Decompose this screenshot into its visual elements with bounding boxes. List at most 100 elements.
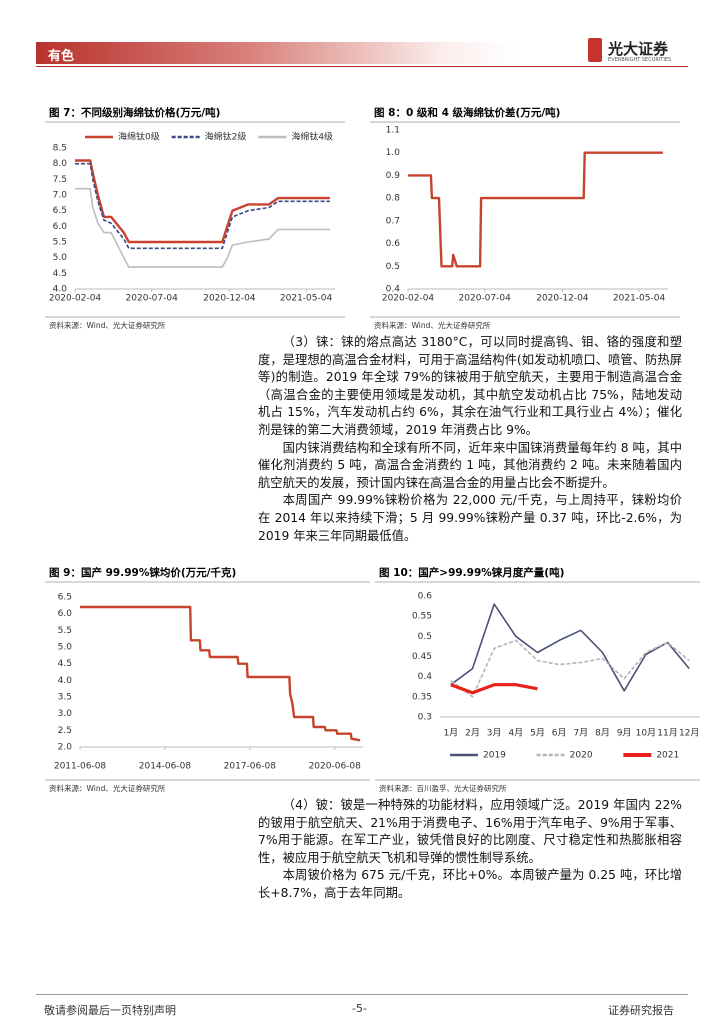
y-tick-label: 4.5 bbox=[58, 659, 72, 669]
x-tick-label: 12月 bbox=[679, 728, 699, 739]
source: 资料来源：Wind、光大证券研究所 bbox=[49, 320, 166, 330]
chart: 图 8：0 级和 4 级海绵钛价差(万元/吨) 资料来源：Wind、光大证券研究所… bbox=[370, 106, 680, 330]
series-line bbox=[75, 162, 330, 250]
source: 资料来源：Wind、光大证券研究所 bbox=[374, 320, 491, 330]
y-tick-label: 7.0 bbox=[53, 191, 68, 201]
chart: 图 10：国产>99.99%铼月度产量(吨) 资料来源：百川盈孚、光大证券研究所 0… bbox=[375, 566, 700, 793]
y-tick-label: 0.9 bbox=[386, 171, 401, 181]
x-tick-label: 9月 bbox=[617, 728, 632, 739]
x-tick-label: 4月 bbox=[508, 728, 523, 739]
y-tick-label: 6.5 bbox=[53, 206, 67, 216]
y-tick-label: 5.5 bbox=[58, 626, 72, 636]
series-line bbox=[450, 603, 690, 692]
x-tick-label: 8月 bbox=[595, 728, 610, 739]
x-tick-label: 2020-06-08 bbox=[309, 762, 362, 772]
legend-label: 海绵钛2级 bbox=[205, 131, 247, 143]
footer-right: 证券研究报告 bbox=[608, 1004, 674, 1017]
y-tick-label: 6.0 bbox=[53, 222, 68, 232]
paragraph: 国内铼消费结构和全球有所不同，近年来中国铼消费量每年约 8 吨，其中催化剂消费约… bbox=[258, 440, 682, 490]
footer-page: -5- bbox=[352, 1002, 367, 1015]
y-tick-label: 6.0 bbox=[58, 609, 73, 619]
text-block: （4）铍：铍是一种特殊的功能材料，应用领域广泛。2019 年国内 22%的铍用于… bbox=[258, 797, 682, 903]
header-rule bbox=[36, 66, 688, 67]
y-tick-label: 0.7 bbox=[386, 216, 400, 226]
chart-title: 图 9：国产 99.99%铼均价(万元/千克) bbox=[49, 566, 236, 579]
footer-left: 敬请参阅最后一页特别声明 bbox=[44, 1004, 176, 1017]
x-tick-label: 2020-07-04 bbox=[459, 294, 512, 304]
x-tick-label: 2021-05-04 bbox=[280, 294, 333, 304]
y-tick-label: 4.0 bbox=[53, 285, 68, 295]
y-tick-label: 5.5 bbox=[53, 238, 67, 248]
y-tick-label: 3.5 bbox=[58, 693, 72, 703]
header-band: 有色 bbox=[36, 42, 516, 64]
chart: 图 9：国产 99.99%铼均价(万元/千克) 资料来源：Wind、光大证券研究所… bbox=[45, 566, 370, 793]
y-tick-label: 5.0 bbox=[53, 253, 68, 263]
y-tick-label: 0.6 bbox=[418, 592, 433, 602]
section: 有色 bbox=[48, 49, 75, 64]
x-tick-label: 7月 bbox=[573, 728, 588, 739]
y-tick-label: 0.3 bbox=[418, 713, 432, 723]
y-tick-label: 0.45 bbox=[412, 652, 432, 662]
y-tick-label: 2.0 bbox=[58, 743, 73, 753]
y-tick-label: 0.55 bbox=[412, 612, 432, 622]
series-line bbox=[450, 639, 690, 698]
chart-title: 图 7：不同级别海绵钛价格(万元/吨) bbox=[49, 106, 220, 119]
y-tick-label: 4.5 bbox=[53, 269, 67, 279]
x-tick-label: 2020-12-04 bbox=[203, 294, 256, 304]
logo-text: 光大证券 bbox=[608, 40, 669, 58]
legend-label: 2021 bbox=[656, 751, 679, 761]
x-tick-label: 2017-06-08 bbox=[224, 762, 277, 772]
y-tick-label: 1.1 bbox=[386, 126, 400, 136]
series-line bbox=[75, 187, 330, 268]
y-tick-label: 6.5 bbox=[58, 593, 72, 603]
paragraph: 本周铍价格为 675 元/千克，环比+0%。本周铍产量为 0.25 吨，环比增长… bbox=[258, 868, 682, 900]
legend-label: 海绵钛4级 bbox=[291, 131, 333, 143]
logo-icon bbox=[588, 38, 602, 62]
x-tick-label: 2011-06-08 bbox=[54, 762, 107, 772]
y-tick-label: 4.0 bbox=[58, 676, 73, 686]
y-tick-label: 7.5 bbox=[53, 175, 67, 185]
y-tick-label: 0.35 bbox=[412, 692, 432, 702]
y-tick-label: 0.4 bbox=[418, 672, 433, 682]
x-tick-label: 3月 bbox=[487, 728, 502, 739]
y-tick-label: 5.0 bbox=[58, 643, 73, 653]
chart-title: 图 8：0 级和 4 级海绵钛价差(万元/吨) bbox=[374, 106, 560, 119]
y-tick-label: 3.0 bbox=[58, 709, 73, 719]
series-line bbox=[450, 683, 538, 695]
x-tick-label: 5月 bbox=[530, 728, 545, 739]
series-line bbox=[408, 151, 663, 268]
x-tick-label: 2020-02-04 bbox=[382, 294, 435, 304]
x-tick-label: 2014-06-08 bbox=[139, 762, 192, 772]
series-line bbox=[75, 159, 330, 244]
text-block: （3）铼：铼的熔点高达 3180°C，可以同时提高钨、钼、铬的强度和塑度，是理想… bbox=[258, 334, 682, 545]
source: 资料来源：百川盈孚、光大证券研究所 bbox=[379, 783, 507, 793]
y-tick-label: 0.4 bbox=[386, 285, 401, 295]
x-tick-label: 10月 bbox=[636, 728, 656, 739]
x-tick-label: 2021-05-04 bbox=[613, 294, 666, 304]
x-tick-label: 6月 bbox=[552, 728, 567, 739]
y-tick-label: 0.5 bbox=[418, 632, 432, 642]
y-tick-label: 0.8 bbox=[386, 194, 401, 204]
y-tick-label: 0.6 bbox=[386, 239, 401, 249]
series-line bbox=[80, 605, 361, 742]
x-tick-label: 11月 bbox=[657, 728, 677, 739]
x-tick-label: 1月 bbox=[443, 728, 458, 739]
footer-rule bbox=[36, 994, 688, 995]
paragraph: 本周国产 99.99%铼粉价格为 22,000 元/千克，与上周持平，铼粉均价在… bbox=[258, 493, 682, 543]
logo-en: EVERBRIGHT SECURITIES bbox=[608, 57, 672, 63]
legend-label: 2020 bbox=[570, 751, 593, 761]
chart: 图 7：不同级别海绵钛价格(万元/吨) 资料来源：Wind、光大证券研究所 4.0 4… bbox=[45, 106, 345, 330]
paragraph: （3）铼：铼的熔点高达 3180°C，可以同时提高钨、钼、铬的强度和塑度，是理想… bbox=[258, 335, 682, 437]
x-tick-label: 2月 bbox=[465, 728, 480, 739]
x-tick-label: 2020-02-04 bbox=[49, 294, 102, 304]
source: 资料来源：Wind、光大证券研究所 bbox=[49, 783, 166, 793]
paragraph: （4）铍：铍是一种特殊的功能材料，应用领域广泛。2019 年国内 22%的铍用于… bbox=[258, 798, 682, 865]
legend-label: 海绵钛0级 bbox=[118, 131, 160, 143]
legend-label: 2019 bbox=[483, 751, 506, 761]
x-tick-label: 2020-07-04 bbox=[126, 294, 179, 304]
y-tick-label: 2.5 bbox=[58, 726, 72, 736]
y-tick-label: 0.5 bbox=[386, 262, 400, 272]
y-tick-label: 8.5 bbox=[53, 144, 67, 154]
chart-title: 图 10：国产>99.99%铼月度产量(吨) bbox=[379, 566, 564, 579]
